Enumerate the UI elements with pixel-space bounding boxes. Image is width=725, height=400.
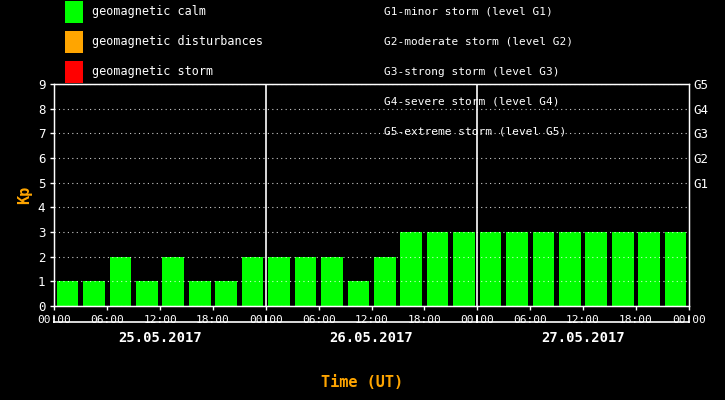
Bar [453, 232, 475, 306]
Bar [347, 281, 369, 306]
Bar [612, 232, 634, 306]
Bar [136, 281, 158, 306]
Bar [241, 257, 263, 306]
Bar [268, 257, 290, 306]
Text: geomagnetic calm: geomagnetic calm [92, 6, 206, 18]
Text: Time (UT): Time (UT) [321, 375, 404, 390]
Bar [559, 232, 581, 306]
Text: 26.05.2017: 26.05.2017 [330, 331, 413, 345]
Text: geomagnetic disturbances: geomagnetic disturbances [92, 36, 263, 48]
Bar [83, 281, 105, 306]
Text: G2-moderate storm (level G2): G2-moderate storm (level G2) [384, 37, 573, 47]
Text: geomagnetic storm: geomagnetic storm [92, 66, 213, 78]
Bar [427, 232, 449, 306]
Text: 27.05.2017: 27.05.2017 [541, 331, 625, 345]
Bar [162, 257, 184, 306]
Bar [189, 281, 210, 306]
Bar [215, 281, 237, 306]
Bar [109, 257, 131, 306]
Bar [400, 232, 422, 306]
Bar [480, 232, 502, 306]
Y-axis label: Kp: Kp [17, 186, 33, 204]
Bar [533, 232, 554, 306]
Text: 25.05.2017: 25.05.2017 [118, 331, 202, 345]
Bar [374, 257, 396, 306]
Bar [506, 232, 528, 306]
Text: G3-strong storm (level G3): G3-strong storm (level G3) [384, 67, 560, 77]
Bar [665, 232, 687, 306]
Text: G5-extreme storm (level G5): G5-extreme storm (level G5) [384, 127, 566, 137]
Text: G4-severe storm (level G4): G4-severe storm (level G4) [384, 97, 560, 107]
Bar [638, 232, 660, 306]
Bar [321, 257, 343, 306]
Bar [57, 281, 78, 306]
Bar [585, 232, 607, 306]
Bar [294, 257, 316, 306]
Text: G1-minor storm (level G1): G1-minor storm (level G1) [384, 7, 553, 17]
